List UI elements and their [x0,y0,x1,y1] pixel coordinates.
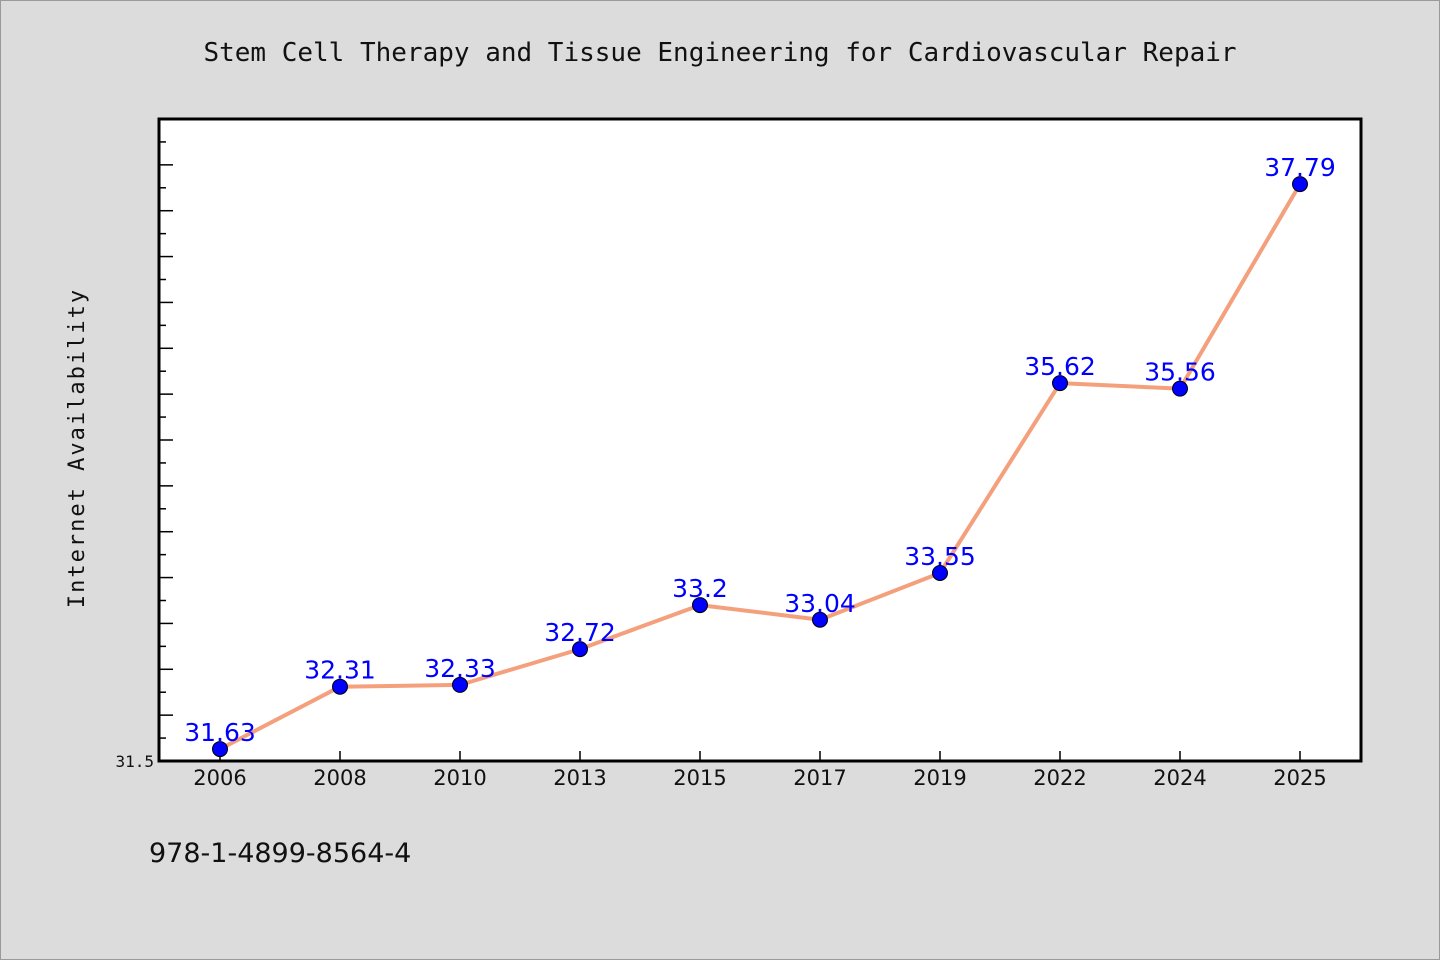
figure-caption: 978-1-4899-8564-4 [149,838,411,869]
x-tick-label: 2025 [1273,766,1326,790]
x-tick-label: 2013 [553,766,606,790]
x-tick-label: 2019 [913,766,966,790]
x-tick-label: 2010 [433,766,486,790]
data-label: 32.31 [304,656,376,685]
series-layer: 31.63 32.31 32.33 32.72 33.2 33.04 33.55 35.62 3… [184,153,1336,758]
data-label: 33.2 [672,574,728,603]
plot-area [157,117,1363,763]
y-axis-ticks: 31.5 [115,118,173,771]
x-axis-ticks: 2006 2008 2010 2013 2015 2017 2019 2022 2024 2025 [193,751,1327,790]
data-point [812,611,828,628]
data-point [1292,176,1308,193]
x-tick-label: 2008 [313,766,366,790]
data-point [572,641,588,658]
x-tick-label: 2022 [1033,766,1086,790]
data-label: 32.72 [544,618,616,647]
data-label: 31.63 [184,718,256,747]
data-point [692,597,708,614]
data-point [332,678,348,695]
series-line [219,183,1302,751]
data-point [1172,380,1188,397]
x-tick-label: 2015 [673,766,726,790]
data-point [452,676,468,693]
data-label: 35.56 [1144,358,1216,387]
y-axis-label: Internet Availability [65,288,90,608]
chart-title: Stem Cell Therapy and Tissue Engineering… [203,38,1236,68]
data-point [1052,375,1068,392]
x-tick-label: 2017 [793,766,846,790]
x-tick-label: 2024 [1153,766,1206,790]
data-point [212,741,228,758]
data-point [932,564,948,581]
data-label: 33.55 [904,542,976,571]
data-label: 32.33 [424,654,496,683]
data-label: 35.62 [1024,352,1096,381]
data-label: 33.04 [784,589,856,618]
y-tick-label: 31.5 [115,752,154,771]
data-label: 37.79 [1264,153,1336,182]
x-tick-label: 2006 [193,766,246,790]
